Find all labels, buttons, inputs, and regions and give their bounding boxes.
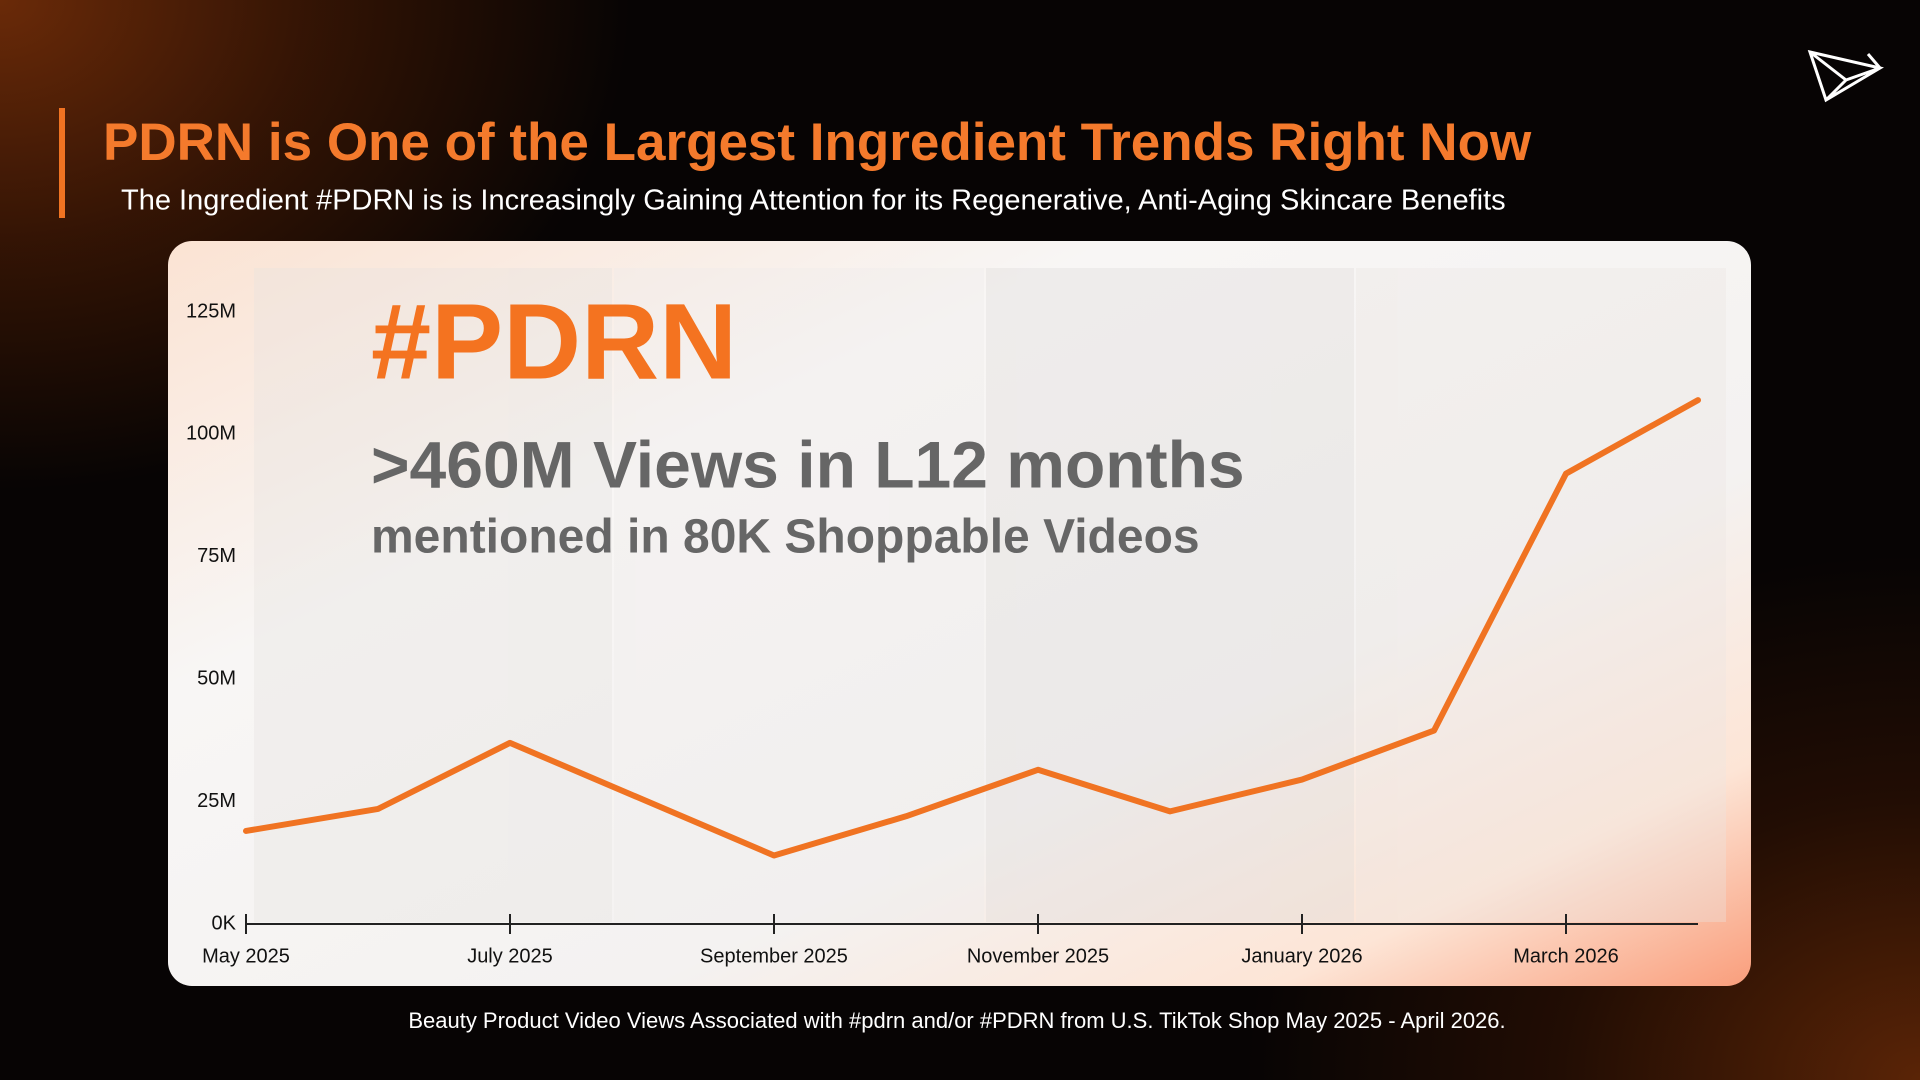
headline: #PDRN [371, 281, 737, 402]
y-tick-label: 0K [212, 912, 237, 934]
logo [1807, 49, 1884, 103]
slide-title: PDRN is One of the Largest Ingredient Tr… [103, 113, 1532, 172]
x-tick-label: July 2025 [467, 945, 553, 967]
y-tick-label: 75M [197, 545, 236, 567]
y-tick-label: 100M [186, 423, 236, 445]
y-tick-label: 125M [186, 300, 236, 322]
x-tick-label: March 2026 [1513, 945, 1619, 967]
data-line [243, 397, 1701, 859]
y-tick-label: 50M [197, 667, 236, 689]
chart-card [168, 241, 1751, 986]
substat: mentioned in 80K Shoppable Videos [371, 511, 1200, 564]
x-tick-label: September 2025 [700, 945, 848, 967]
slide-subtitle: The Ingredient #PDRN is is Increasingly … [121, 185, 1506, 217]
x-tick-label: November 2025 [967, 945, 1109, 967]
y-tick-label: 25M [197, 790, 236, 812]
x-tick-label: January 2026 [1241, 945, 1362, 967]
accent-bar [59, 108, 65, 218]
x-tick-label: May 2025 [202, 945, 290, 967]
stat: >460M Views in L12 months [371, 427, 1245, 501]
caption: Beauty Product Video Views Associated wi… [408, 1008, 1505, 1033]
